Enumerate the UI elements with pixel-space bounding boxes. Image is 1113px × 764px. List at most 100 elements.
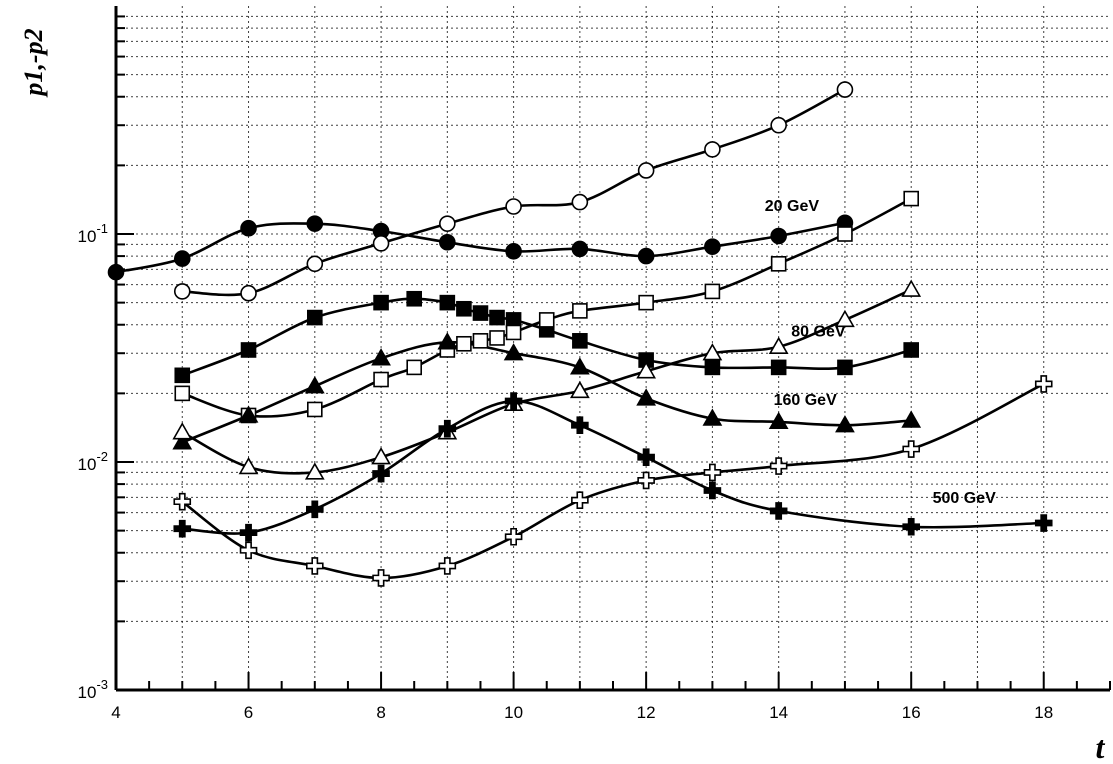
point-160gev_open: [901, 279, 922, 297]
point-20gev_open: [770, 116, 787, 134]
point-20gev_open: [306, 255, 324, 273]
point-160gev_filled: [371, 348, 391, 366]
point-20gev_open: [571, 193, 589, 211]
point-80gev_open: [837, 226, 853, 242]
point-20gev_open: [173, 283, 191, 300]
point-160gev_open: [172, 422, 193, 440]
point-80gev_open: [704, 283, 721, 300]
point-80gev_filled: [406, 290, 423, 307]
y-axis-title: p1,-p2: [19, 28, 48, 97]
point-500gev_filled: [372, 464, 390, 483]
point-80gev_filled: [837, 359, 853, 376]
series-label: 20 GeV: [765, 198, 820, 215]
point-500gev_filled: [571, 416, 589, 435]
point-160gev_filled: [238, 405, 259, 423]
point-20gev_filled: [240, 219, 257, 237]
point-500gev_filled: [173, 519, 192, 538]
point-500gev_open: [239, 541, 258, 560]
point-80gev_filled: [373, 294, 389, 311]
point-500gev_filled: [305, 500, 324, 519]
point-500gev_filled: [504, 392, 523, 410]
point-80gev_open: [373, 371, 389, 388]
point-160gev_filled: [636, 388, 657, 406]
point-20gev_open: [439, 215, 456, 232]
point-160gev_filled: [437, 332, 458, 350]
grid: [116, 6, 1110, 690]
x-tick-label: 16: [902, 703, 921, 722]
point-80gev_open: [456, 335, 472, 352]
point-80gev_filled: [306, 309, 323, 326]
point-80gev_open: [572, 303, 588, 319]
point-80gev_open: [306, 401, 323, 418]
point-20gev_open: [240, 284, 257, 302]
point-80gev_open: [770, 256, 787, 272]
point-160gev_open: [636, 361, 657, 379]
point-80gev_open: [505, 324, 522, 341]
axes: [114, 6, 1111, 692]
point-20gev_filled: [306, 215, 324, 232]
point-20gev_open: [372, 235, 390, 252]
point-500gev_open: [504, 527, 523, 546]
point-80gev_filled: [489, 309, 505, 326]
point-160gev_filled: [901, 410, 922, 428]
point-20gev_filled: [505, 242, 522, 260]
point-80gev_filled: [439, 294, 456, 311]
point-500gev_filled: [769, 502, 788, 520]
point-20gev_filled: [637, 247, 655, 265]
series-label: 80 GeV: [791, 324, 846, 341]
point-80gev_filled: [770, 359, 787, 376]
series-label: 160 GeV: [774, 392, 837, 409]
point-20gev_filled: [770, 227, 787, 245]
tick-labels: 4 6 8 10 12 14 16 18 10-3 10-2 10-1: [78, 221, 1054, 722]
y-tick-label: 10-2: [78, 449, 108, 474]
point-20gev_open: [505, 198, 522, 215]
point-500gev_open: [902, 440, 921, 458]
point-20gev_open: [704, 141, 721, 158]
point-500gev_open: [769, 457, 788, 475]
point-20gev_open: [836, 81, 854, 98]
series-markers: [107, 81, 1053, 587]
point-160gev_filled: [768, 411, 789, 430]
point-160gev_filled: [835, 415, 855, 433]
point-500gev_open: [637, 471, 655, 490]
point-160gev_open: [702, 343, 723, 361]
point-80gev_filled: [704, 359, 721, 376]
point-500gev_filled: [902, 517, 921, 536]
x-tick-label: 8: [376, 703, 385, 722]
point-80gev_filled: [572, 333, 588, 349]
point-80gev_open: [638, 294, 654, 311]
point-80gev_filled: [472, 305, 489, 321]
point-160gev_filled: [304, 376, 325, 394]
x-tick-label: 10: [504, 703, 523, 722]
point-80gev_open: [472, 333, 489, 349]
point-500gev_filled: [1034, 514, 1053, 532]
point-20gev_open: [637, 162, 655, 179]
point-20gev_filled: [439, 233, 456, 251]
x-tick-label: 12: [637, 703, 656, 722]
point-80gev_open: [174, 385, 191, 402]
point-160gev_filled: [503, 343, 524, 361]
point-160gev_open: [304, 462, 325, 480]
point-500gev_open: [173, 492, 192, 511]
point-80gev_open: [538, 312, 555, 328]
point-160gev_filled: [172, 432, 193, 450]
point-160gev_open: [835, 309, 855, 328]
point-80gev_filled: [240, 342, 257, 358]
x-axis-title: t: [1096, 729, 1106, 764]
point-160gev_filled: [702, 408, 723, 426]
point-500gev_open: [372, 569, 390, 587]
x-tick-label: 14: [769, 703, 788, 722]
point-500gev_filled: [637, 448, 655, 466]
point-80gev_open: [489, 330, 505, 346]
point-500gev_filled: [239, 523, 258, 542]
series-line-160gev_open: [181, 288, 912, 475]
x-tick-label: 6: [244, 703, 253, 722]
point-500gev_open: [571, 491, 589, 509]
point-160gev_open: [238, 456, 259, 475]
y-tick-label: 10-3: [78, 677, 108, 702]
point-500gev_open: [1034, 375, 1053, 393]
point-160gev_filled: [569, 357, 590, 375]
point-160gev_open: [371, 447, 391, 465]
point-160gev_open: [569, 380, 590, 399]
